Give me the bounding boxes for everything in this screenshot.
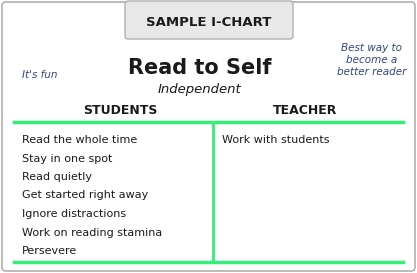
Text: Best way to
become a
better reader: Best way to become a better reader: [337, 43, 407, 77]
Text: SAMPLE I-CHART: SAMPLE I-CHART: [146, 16, 272, 28]
Text: Get started right away: Get started right away: [22, 191, 148, 200]
Text: STUDENTS: STUDENTS: [83, 103, 157, 117]
FancyBboxPatch shape: [2, 2, 415, 271]
FancyBboxPatch shape: [125, 1, 293, 39]
Text: Work on reading stamina: Work on reading stamina: [22, 227, 162, 238]
Text: TEACHER: TEACHER: [273, 103, 337, 117]
Text: Read quietly: Read quietly: [22, 172, 92, 182]
Text: Independent: Independent: [158, 84, 242, 96]
Text: Stay in one spot: Stay in one spot: [22, 153, 112, 164]
Text: It's fun: It's fun: [22, 70, 58, 80]
Text: Read the whole time: Read the whole time: [22, 135, 137, 145]
Text: Read to Self: Read to Self: [128, 58, 272, 78]
Text: Persevere: Persevere: [22, 246, 77, 256]
Text: Work with students: Work with students: [222, 135, 329, 145]
Text: Ignore distractions: Ignore distractions: [22, 209, 126, 219]
